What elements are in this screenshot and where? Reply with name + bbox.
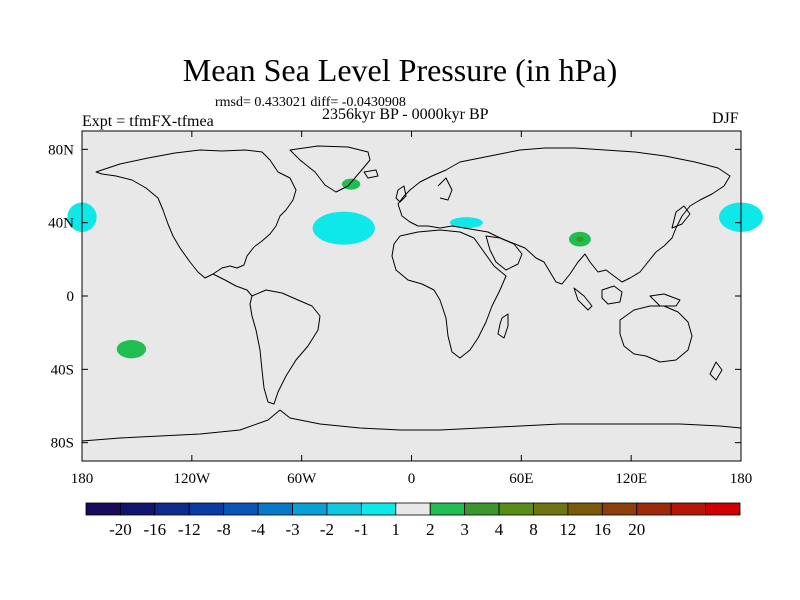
colorbar-label: -1 — [354, 520, 368, 539]
colorbar-swatch — [326, 502, 362, 516]
y-tick-label: 80S — [51, 436, 74, 452]
colorbar-label: 3 — [460, 520, 469, 539]
axis-ticks: 180 120W 60W 0 60E 120E 180 80N 40N 0 40S 80S — [48, 131, 752, 487]
y-tick-label: 0 — [67, 289, 75, 305]
map-background — [82, 131, 741, 461]
colorbar-swatch — [360, 502, 397, 516]
rmsd-diff-stats: rmsd= 0.433021 diff= -0.0430908 — [215, 95, 406, 110]
colorbar-label: -4 — [251, 520, 266, 539]
colorbar-label: 1 — [392, 520, 401, 539]
x-tick-label: 120E — [615, 471, 647, 487]
colorbar-swatch — [601, 502, 638, 516]
coast-japan — [671, 205, 691, 229]
coast-central-america — [212, 273, 253, 297]
colorbar-swatch — [533, 502, 569, 516]
colorbar-swatch — [395, 502, 431, 516]
coast-arabia — [485, 235, 523, 271]
anomaly-mediterranean-low — [449, 217, 483, 229]
colorbar-swatch — [705, 502, 741, 516]
colorbar-label: -16 — [144, 520, 167, 539]
coast-british-isles — [395, 185, 407, 203]
coastlines — [81, 145, 742, 442]
colorbar-label: 20 — [628, 520, 645, 539]
colorbar-swatch — [223, 502, 259, 516]
colorbar-swatch — [85, 502, 121, 516]
colorbar-label: 12 — [559, 520, 576, 539]
x-tick-label: 180 — [71, 471, 94, 487]
coast-iceland — [363, 169, 379, 179]
colorbar-swatch — [120, 502, 156, 516]
coast-africa — [391, 229, 507, 359]
y-tick-label: 80N — [48, 142, 74, 158]
colorbar-label: 2 — [426, 520, 435, 539]
experiment-label: Expt = tfmFX-tfmea — [82, 113, 214, 130]
colorbar-swatch — [292, 502, 328, 516]
anomaly-layer — [67, 178, 763, 359]
y-tick-label: 40N — [48, 216, 74, 232]
colorbar-label: -20 — [109, 520, 132, 539]
colorbar-swatch — [567, 502, 603, 516]
colorbar-label: -3 — [285, 520, 299, 539]
x-tick-label: 120W — [173, 471, 211, 487]
colorbar-label: 16 — [594, 520, 611, 539]
anomaly-south-pacific-high — [116, 340, 147, 359]
anomaly-tibet-core-high — [576, 236, 584, 242]
coast-baltic — [437, 177, 453, 201]
coast-south-america — [249, 289, 321, 405]
colorbar-swatch — [636, 502, 672, 516]
colorbar-label: -8 — [217, 520, 231, 539]
colorbar-swatch — [464, 502, 500, 516]
x-tick-label: 0 — [408, 471, 416, 487]
anomaly-north-atlantic-low — [312, 211, 375, 245]
coast-australia — [619, 305, 693, 363]
colorbar-swatch — [498, 502, 534, 516]
y-tick-label: 40S — [51, 362, 74, 378]
coast-madagascar — [497, 313, 509, 339]
colorbar-swatch — [257, 502, 293, 516]
colorbar-swatch — [154, 502, 190, 516]
coast-north-america — [95, 149, 297, 279]
x-tick-label: 60E — [509, 471, 533, 487]
coast-antarctica — [81, 409, 742, 442]
colorbar-swatch — [188, 502, 225, 516]
colorbar: -20 -16 -12 -8 -4 -3 -2 -1 1 2 3 4 8 12 16 20 — [85, 502, 741, 539]
colorbar-label: -2 — [320, 520, 334, 539]
coast-borneo — [601, 285, 623, 305]
x-tick-label: 60W — [287, 471, 317, 487]
coast-sumatra — [573, 287, 593, 311]
coast-new-zealand — [709, 361, 723, 381]
colorbar-swatch — [670, 502, 706, 516]
coast-greenland — [289, 145, 371, 193]
colorbar-label: 8 — [529, 520, 538, 539]
coast-new-guinea — [649, 293, 681, 307]
colorbar-swatch — [429, 502, 466, 516]
season-label: DJF — [712, 110, 739, 127]
colorbar-label: 4 — [495, 520, 504, 539]
time-period-label: 2356kyr BP - 0000kyr BP — [322, 106, 489, 123]
colorbar-label: -12 — [178, 520, 201, 539]
chart-title: Mean Sea Level Pressure (in hPa) — [182, 52, 618, 88]
x-tick-label: 180 — [730, 471, 753, 487]
